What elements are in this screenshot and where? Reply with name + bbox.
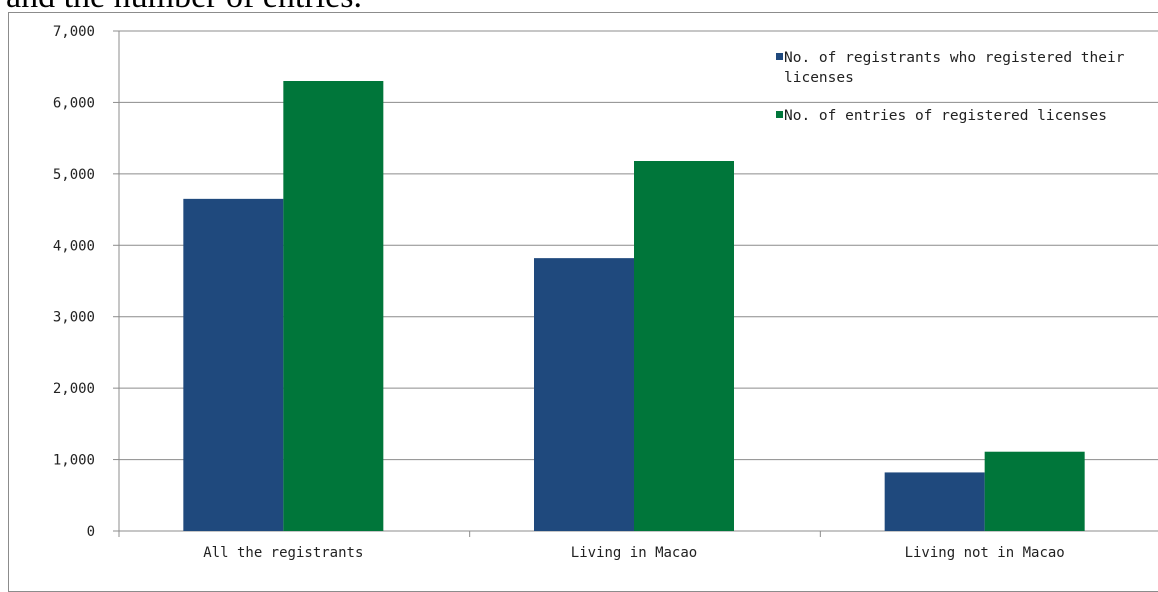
y-tick-label: 0 (87, 524, 95, 540)
y-tick-label: 3,000 (53, 310, 95, 326)
bar-entries (634, 161, 734, 531)
y-tick-label: 2,000 (53, 381, 95, 397)
legend-label: licenses (784, 70, 854, 86)
legend-label: No. of entries of registered licenses (784, 108, 1107, 124)
legend-swatch (776, 111, 783, 118)
x-tick-label: All the registrants (203, 545, 363, 561)
legend-label: No. of registrants who registered their (784, 50, 1125, 66)
x-tick-label: Living not in Macao (905, 545, 1065, 561)
bar-chart: 0 1,000 2,000 3,000 4,000 5,000 6,000 7,000 All … (53, 24, 1158, 561)
page-caption: and the number of entries. (6, 0, 362, 16)
y-tick-label: 7,000 (53, 24, 95, 40)
bar-registrants (183, 198, 284, 531)
legend-swatch (776, 53, 783, 60)
y-tick-label: 1,000 (53, 453, 95, 469)
bar-registrants (534, 258, 634, 531)
y-tick-label: 5,000 (53, 167, 95, 183)
bar-registrants (884, 472, 985, 531)
bar-entries (984, 451, 1085, 531)
y-tick-label: 6,000 (53, 95, 95, 111)
y-tick-label: 4,000 (53, 238, 95, 254)
bar-entries (283, 81, 384, 531)
x-tick-label: Living in Macao (571, 545, 697, 561)
